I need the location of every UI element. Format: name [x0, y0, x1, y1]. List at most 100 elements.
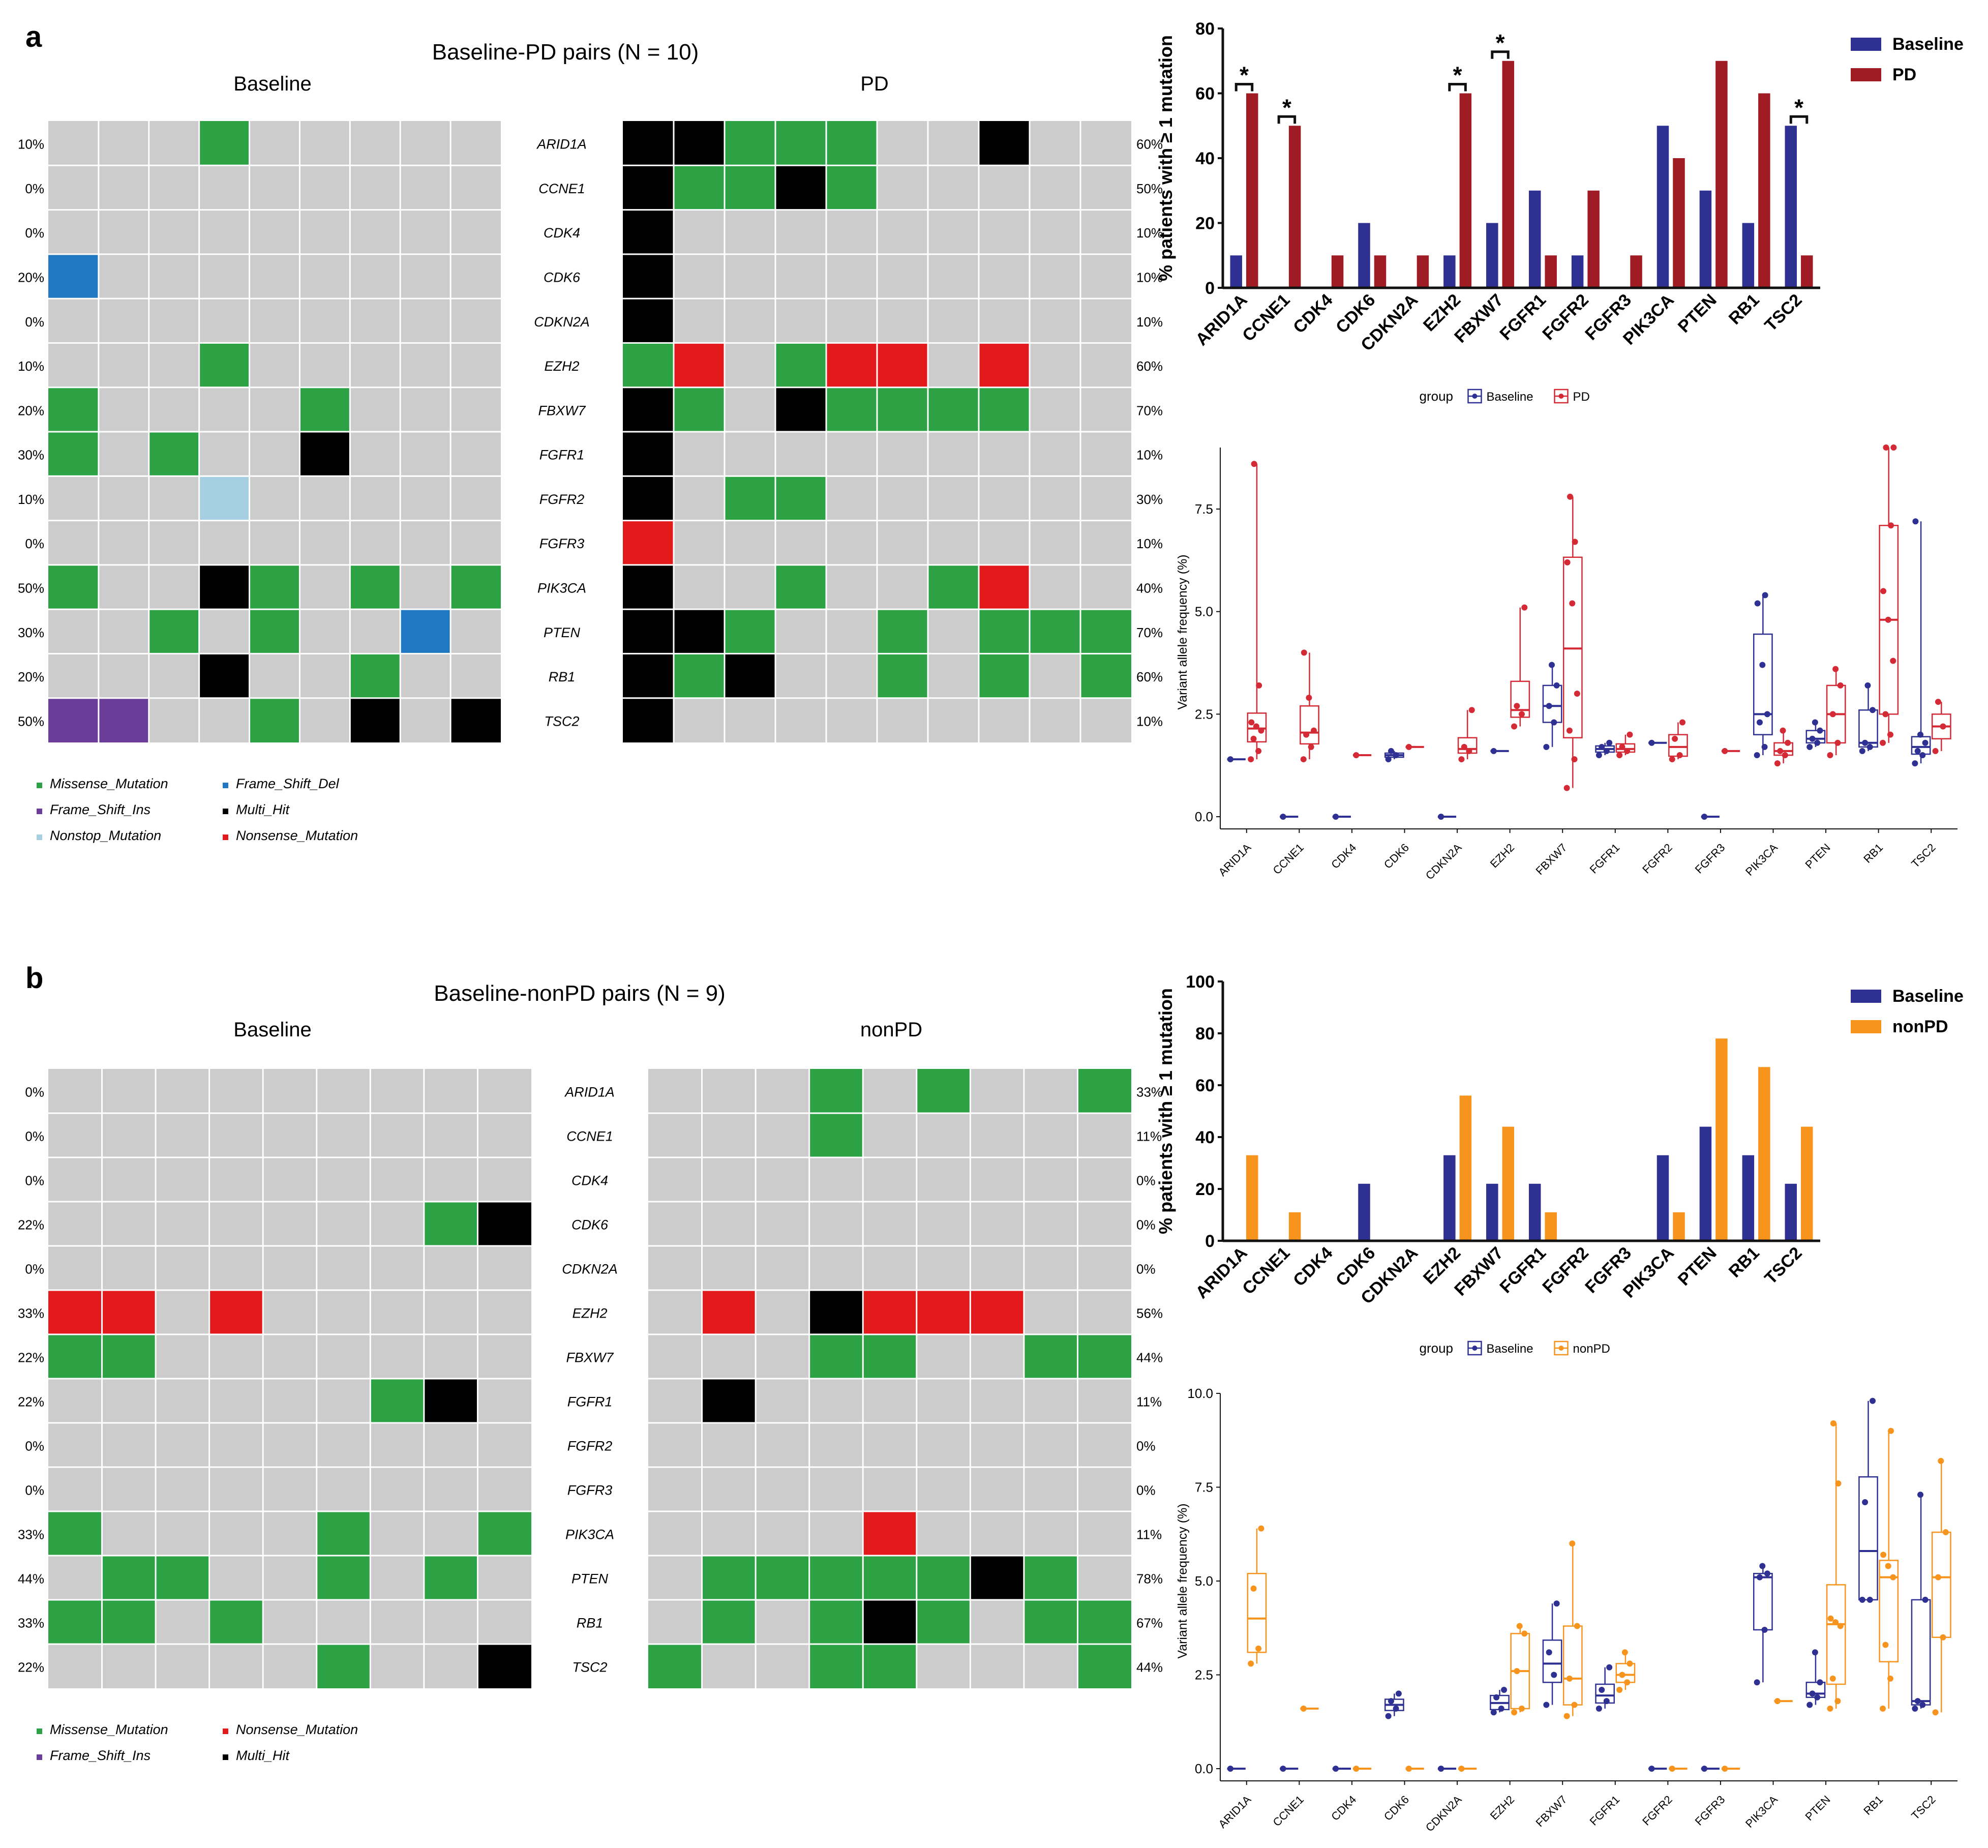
box-pd-point: [1616, 752, 1623, 758]
box-nonpd-y-tick-label: 0.0: [1195, 1761, 1213, 1776]
bar-pd-bar-baseline: [1571, 255, 1584, 288]
panel-a-right-pct: 60%: [1136, 137, 1163, 152]
box-nonpd-x-tick-label: FGFR1: [1587, 1793, 1622, 1828]
box-pd-point: [1648, 739, 1655, 746]
box-nonpd-y-tick-label: 7.5: [1195, 1480, 1213, 1495]
box-plot-nonpd: 0.0 2.5 5.0 7.5 10.0 Variant allele frequency…: [1176, 1340, 1957, 1834]
panel-a-left-cell: [350, 698, 401, 742]
box-pd-point: [1912, 518, 1919, 525]
box-nonpd-point: [1490, 1709, 1497, 1716]
panel-a-right-cell: [623, 653, 674, 698]
box-pd-point: [1306, 695, 1312, 701]
box-pd-point: [1672, 735, 1678, 742]
panel-b-right-cell: [863, 1556, 917, 1600]
box-nonpd-point: [1888, 1427, 1894, 1434]
bar-nonpd-x-tick-label: CCNE1: [1239, 1243, 1293, 1298]
panel-a-right-cell: [623, 299, 674, 343]
panel-b-right-cell: [916, 1290, 971, 1334]
panel-a-gene-label: FBXW7: [538, 403, 586, 418]
panel-a-gene-label: FGFR1: [539, 448, 585, 463]
box-pd-x-tick-label: CDKN2A: [1423, 841, 1464, 882]
box-pd-point: [1388, 748, 1394, 754]
panel-a-right-cell: [877, 653, 928, 698]
panel-a-left-cell: [299, 387, 350, 432]
legend-label: Multi_Hit: [236, 802, 290, 817]
panel-b-right-cell: [1077, 1334, 1131, 1379]
panel-a-right-cell: [623, 210, 674, 254]
box-nonpd-point: [1333, 1766, 1339, 1772]
panel-a-right-title: PD: [860, 73, 889, 95]
box-pd-point: [1834, 739, 1841, 746]
bar-nonpd-bar-baseline: [1742, 1155, 1755, 1241]
box-nonpd-point: [1546, 1649, 1552, 1656]
bar-pd-y-tick-label: 40: [1195, 149, 1215, 168]
panel-b-right-cell: [1077, 1600, 1131, 1644]
box-nonpd-x-tick-label: EZH2: [1488, 1793, 1517, 1822]
box-nonpd-point: [1563, 1713, 1570, 1719]
bar-nonpd-legend-label: Baseline: [1892, 987, 1964, 1006]
box-pd-point: [1393, 752, 1399, 758]
bar-pd-significance-bracket: [1789, 115, 1809, 124]
box-nonpd-point: [1280, 1766, 1286, 1772]
box-nonpd-point: [1595, 1705, 1602, 1712]
box-pd-point: [1785, 739, 1791, 746]
panel-a-right-cell: [979, 609, 1030, 654]
panel-b-right-pct: 67%: [1136, 1616, 1163, 1631]
box-pd-point: [1935, 699, 1941, 705]
box-pd-point: [1919, 752, 1926, 758]
box-nonpd-x-tick-label: CDK6: [1381, 1793, 1411, 1823]
box-nonpd-point: [1942, 1529, 1949, 1536]
panel-b-left-pct: 22%: [18, 1217, 44, 1233]
box-nonpd-legend-swatch-dot: [1558, 1346, 1564, 1351]
panel-b-right-pct: 0%: [1136, 1483, 1156, 1498]
bar-pd-bar-baseline: [1656, 126, 1669, 288]
panel-a-letter: a: [25, 20, 42, 53]
box-pd-x-tick-label: PTEN: [1802, 841, 1832, 871]
bar-pd-significance-star: *: [1240, 62, 1249, 88]
bar-nonpd-y-tick-label: 100: [1186, 972, 1215, 992]
box-nonpd-point: [1754, 1679, 1760, 1686]
panel-a-right-pct: 10%: [1136, 314, 1163, 330]
box-nonpd-point: [1756, 1574, 1763, 1581]
box-nonpd-point: [1859, 1596, 1865, 1603]
legend-swatch: [223, 1728, 228, 1734]
box-nonpd-point: [1940, 1634, 1946, 1641]
bar-pd-bar-baseline: [1699, 190, 1712, 288]
panel-b-left-pct: 0%: [25, 1173, 44, 1188]
box-nonpd-point: [1759, 1563, 1766, 1569]
box-pd-point: [1468, 707, 1475, 713]
bar-pd-bar-baseline: [1358, 223, 1370, 288]
box-nonpd-x-tick-label: CDK4: [1329, 1793, 1359, 1823]
panel-a-right-cell: [979, 343, 1030, 388]
bar-pd-bar-pd: [1288, 126, 1301, 288]
bar-pd-significance-bracket: [1277, 115, 1297, 124]
box-nonpd-point: [1932, 1709, 1939, 1716]
panel-a-right-cell: [623, 476, 674, 521]
box-pd-point: [1572, 539, 1578, 545]
panel-a-left-cell: [48, 254, 99, 299]
box-pd-point: [1827, 752, 1833, 758]
panel-b-left-pct: 33%: [18, 1527, 44, 1542]
bar-nonpd-bar-baseline: [1528, 1183, 1541, 1241]
box-nonpd-point: [1621, 1649, 1628, 1656]
bar-pd-x-tick-label: FGFR1: [1496, 290, 1550, 344]
panel-a-right-pct: 10%: [1136, 713, 1163, 729]
bar-nonpd-bar-baseline: [1358, 1183, 1370, 1241]
box-nonpd-point: [1832, 1619, 1839, 1626]
box-pd-point: [1774, 760, 1781, 767]
box-pd-x-tick-label: FGFR2: [1640, 841, 1675, 876]
box-nonpd-point: [1648, 1766, 1655, 1772]
box-pd-point: [1806, 743, 1813, 750]
box-pd-legend-swatch-dot: [1472, 394, 1478, 399]
box-nonpd-point: [1258, 1525, 1264, 1532]
panel-a-right-pct: 40%: [1136, 581, 1163, 596]
panel-b-left-cell: [102, 1290, 156, 1334]
box-nonpd-y-tick-label: 2.5: [1195, 1667, 1213, 1683]
panel-a-right-cell: [725, 476, 775, 521]
box-nonpd-point: [1669, 1766, 1675, 1772]
bar-chart-nonpd: ARID1ACCNE1CDK4CDK6CDKN2AEZH2FBXW7FGFR1F…: [1155, 972, 1964, 1308]
bar-nonpd-x-tick-label: RB1: [1725, 1243, 1763, 1281]
box-nonpd-point: [1882, 1642, 1889, 1648]
box-pd-point: [1521, 604, 1528, 611]
box-pd-point: [1458, 756, 1465, 763]
